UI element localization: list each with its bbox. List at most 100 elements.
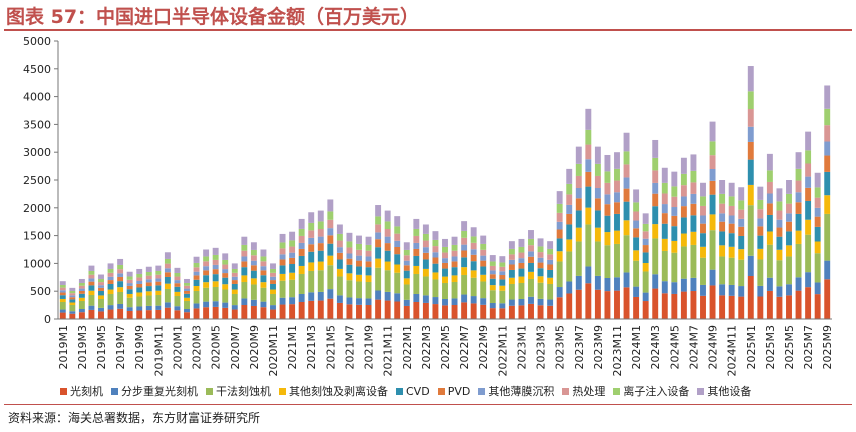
y-tick-label: 5000 [23, 35, 51, 48]
bar-segment [59, 284, 66, 288]
bar-segment [327, 265, 334, 290]
bar-segment [575, 275, 582, 290]
bar-segment [547, 241, 554, 249]
bar-segment [766, 170, 773, 182]
bar-segment [776, 249, 783, 261]
bar-segment [824, 260, 831, 280]
x-tick-label: 2020M9 [248, 325, 261, 369]
bar-segment [614, 180, 620, 193]
bar-segment [451, 244, 458, 251]
bar-segment [470, 254, 477, 262]
bar-segment [776, 236, 783, 250]
legend-swatch [478, 388, 486, 395]
bar-segment [212, 247, 219, 255]
bar-segment [633, 286, 640, 297]
y-tick-label: 4500 [23, 63, 51, 76]
bar-segment [671, 240, 678, 253]
bar-segment [145, 279, 152, 283]
bar-segment [155, 309, 162, 319]
bar-segment [98, 311, 104, 319]
bar-segment [126, 283, 133, 286]
bar-segment [126, 276, 133, 280]
bar-segment [604, 154, 611, 172]
bar-segment [738, 218, 745, 227]
bar-segment [336, 233, 343, 241]
bar-segment [766, 153, 773, 171]
bar-segment [279, 304, 286, 319]
bar-segment [346, 241, 353, 248]
bar-segment [98, 282, 104, 286]
bar-segment [241, 244, 248, 251]
bar-segment [671, 215, 678, 227]
bar-segment [652, 274, 659, 289]
bar-segment [528, 238, 534, 246]
bar-segment [279, 273, 286, 281]
bar-segment [575, 175, 582, 189]
bar-segment [164, 252, 171, 259]
x-tick-label: 2021M11 [382, 325, 395, 376]
bar-segment [489, 261, 496, 266]
bar-segment [78, 297, 85, 301]
bar-segment [260, 301, 267, 308]
bar-segment [728, 295, 735, 319]
bar-segment [508, 264, 515, 270]
bar-segment [671, 293, 678, 319]
legend-item: CVD [396, 385, 430, 398]
bar-segment [59, 287, 66, 291]
bar-segment [422, 302, 429, 319]
bar-segment [384, 210, 391, 222]
bar-segment [575, 210, 582, 228]
bar-segment [88, 309, 95, 319]
bar-segment [422, 268, 429, 277]
bar-segment [700, 257, 706, 285]
bar-segment [413, 265, 420, 274]
bar-segment [78, 290, 85, 294]
bar-segment [403, 255, 410, 261]
bar-segment [690, 244, 697, 278]
bar-segment [384, 250, 391, 262]
bar-segment [604, 204, 611, 216]
bar-segment [480, 281, 487, 299]
bar-segment [776, 219, 783, 228]
bar-segment [700, 205, 706, 216]
bar-segment [680, 157, 687, 174]
legend-swatch [206, 388, 213, 395]
bar-segment [642, 263, 649, 272]
bar-segment [728, 196, 735, 206]
bar-segment [709, 194, 716, 215]
bar-segment [184, 297, 190, 301]
x-tick-label: 2019M1 [57, 325, 70, 369]
bar-segment [556, 212, 563, 222]
bar-segment [470, 261, 477, 271]
bar-segment [155, 281, 162, 286]
x-tick-label: 2023M5 [554, 325, 567, 369]
bar-segment [594, 275, 601, 290]
bar-segment [241, 250, 248, 257]
bar-segment [193, 286, 200, 291]
y-tick-label: 500 [30, 285, 51, 298]
bar-segment [203, 282, 210, 288]
bar-segment [795, 152, 802, 169]
bar-segment [327, 243, 334, 256]
bar-segment [155, 278, 162, 282]
bar-segment [308, 237, 315, 245]
bar-segment [136, 292, 143, 297]
bar-segment [442, 298, 448, 306]
bar-segment [719, 295, 726, 319]
bar-segment [623, 188, 630, 202]
bar-segment [308, 251, 315, 263]
bar-segment [614, 192, 620, 203]
bar-segment [107, 268, 114, 273]
bar-segment [537, 262, 544, 269]
bar-segment [633, 189, 640, 203]
bar-segment [69, 290, 76, 294]
bar-segment [690, 291, 697, 319]
bar-segment [298, 293, 305, 302]
bar-segment [317, 291, 324, 301]
bar-segment [270, 276, 276, 281]
bar-segment [700, 196, 706, 206]
bar-segment [747, 159, 754, 185]
bar-segment [442, 258, 448, 263]
bar-segment [805, 219, 812, 235]
bar-segment [623, 272, 630, 288]
